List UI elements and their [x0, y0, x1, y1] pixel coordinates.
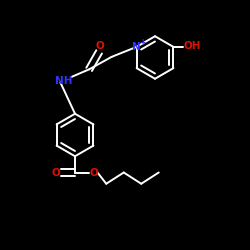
Text: O: O	[95, 41, 104, 51]
Text: N: N	[132, 42, 141, 52]
Text: O: O	[90, 168, 98, 177]
Text: NH: NH	[55, 76, 73, 86]
Text: O: O	[52, 168, 60, 177]
Text: OH: OH	[184, 41, 201, 51]
Text: +: +	[139, 38, 145, 47]
